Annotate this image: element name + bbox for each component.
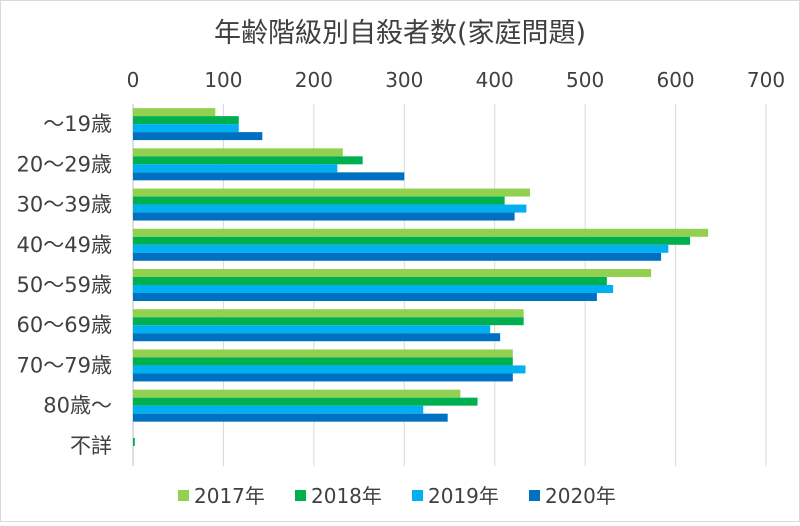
legend-label: 2019年 — [428, 484, 499, 508]
legend-swatch — [529, 490, 540, 501]
bars — [133, 108, 709, 446]
bar — [133, 116, 239, 125]
chart-title: 年齢階級別自殺者数(家庭問題) — [214, 18, 586, 49]
legend-label: 2018年 — [311, 484, 382, 508]
y-category-label: 70〜79歳 — [17, 353, 112, 377]
x-tick-label: 100 — [204, 68, 242, 92]
bar — [133, 405, 424, 414]
bar — [133, 172, 405, 181]
y-category-label: 不詳 — [70, 434, 112, 458]
bar — [133, 277, 607, 285]
y-category-label: 20〜29歳 — [17, 152, 112, 176]
x-tick-label: 700 — [747, 68, 785, 92]
bar — [133, 148, 343, 157]
bar — [133, 228, 709, 237]
x-tick-label: 200 — [295, 68, 333, 92]
bar — [133, 413, 448, 422]
x-tick-label: 0 — [127, 68, 140, 92]
legend-swatch — [412, 490, 423, 501]
legend-label: 2020年 — [545, 484, 616, 508]
bar — [133, 349, 513, 358]
legend-swatch — [178, 490, 189, 501]
bar — [133, 156, 363, 165]
x-tick-label: 500 — [566, 68, 604, 92]
y-category-label: 40〜49歳 — [17, 233, 112, 257]
bar — [133, 389, 461, 398]
bar — [133, 293, 597, 301]
y-category-labels: 〜19歳 20〜29歳 30〜39歳 40〜49歳 50〜59歳 60〜69歳 70〜79歳… — [17, 112, 112, 458]
bar — [133, 357, 513, 366]
bar — [133, 212, 515, 221]
y-category-label: 30〜39歳 — [17, 193, 112, 217]
y-category-label: 80歳〜 — [43, 394, 112, 418]
legend-label: 2017年 — [194, 484, 265, 508]
legend: 2017年 2018年 2019年 2020年 — [178, 484, 616, 508]
bar — [133, 236, 691, 245]
bar — [133, 196, 505, 205]
y-category-label: 〜19歳 — [43, 112, 112, 136]
bar — [133, 204, 527, 213]
bar — [133, 397, 478, 406]
bar — [133, 309, 524, 318]
x-tick-label: 600 — [656, 68, 694, 92]
bar — [133, 333, 501, 342]
x-tick-label: 400 — [476, 68, 514, 92]
bar — [133, 285, 614, 293]
legend-swatch — [295, 490, 306, 501]
bar — [133, 269, 652, 277]
y-category-label: 60〜69歳 — [17, 313, 112, 337]
bar — [133, 132, 263, 141]
x-tick-labels: 0 100 200 300 400 500 600 700 — [127, 68, 785, 92]
y-category-label: 50〜59歳 — [17, 273, 112, 297]
bar — [133, 365, 526, 374]
bar — [133, 373, 513, 382]
bar — [133, 252, 662, 261]
x-tick-label: 300 — [385, 68, 423, 92]
bar — [133, 188, 530, 197]
bar — [133, 164, 338, 173]
bar — [133, 108, 216, 117]
bar — [133, 437, 135, 446]
bar — [133, 325, 491, 334]
bar — [133, 317, 524, 326]
bar — [133, 244, 669, 253]
bar — [133, 124, 239, 133]
